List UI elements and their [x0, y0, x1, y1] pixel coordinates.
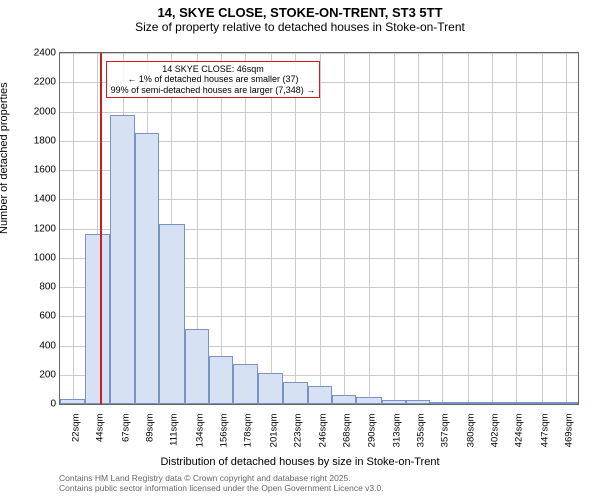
- plot-area: 14 SKYE CLOSE: 46sqm ← 1% of detached ho…: [59, 52, 579, 405]
- marker-callout: 14 SKYE CLOSE: 46sqm ← 1% of detached ho…: [106, 61, 321, 98]
- histogram-bar: [356, 397, 381, 404]
- property-marker-line: [100, 53, 102, 404]
- xtick-label: 469sqm: [563, 414, 574, 460]
- gridline-v: [295, 53, 296, 404]
- gridline-v: [394, 53, 395, 404]
- xtick-label: 22sqm: [71, 414, 82, 460]
- xtick-label: 268sqm: [342, 414, 353, 460]
- gridline-v: [73, 53, 74, 404]
- histogram-bar: [159, 224, 184, 404]
- histogram-bar: [110, 115, 135, 404]
- ytick-label: 2000: [16, 106, 56, 117]
- xtick-label: 246sqm: [318, 414, 329, 460]
- ytick-label: 200: [16, 369, 56, 380]
- gridline-h: [60, 53, 578, 54]
- gridline-v: [418, 53, 419, 404]
- histogram-bar: [480, 402, 504, 404]
- ytick-label: 2400: [16, 48, 56, 59]
- xtick-label: 89sqm: [145, 414, 156, 460]
- histogram-bar: [332, 395, 356, 404]
- histogram-bar: [530, 402, 554, 404]
- histogram-bar: [85, 234, 109, 404]
- histogram-bar: [135, 133, 159, 404]
- gridline-v: [492, 53, 493, 404]
- histogram-bar: [430, 402, 455, 404]
- ytick-label: 1800: [16, 135, 56, 146]
- histogram-bar: [554, 402, 578, 404]
- xtick-label: 178sqm: [243, 414, 254, 460]
- callout-line1: 14 SKYE CLOSE: 46sqm: [111, 64, 316, 74]
- callout-line3: 99% of semi-detached houses are larger (…: [111, 85, 316, 95]
- histogram-bar: [209, 356, 233, 404]
- ytick-label: 1200: [16, 223, 56, 234]
- callout-line2: ← 1% of detached houses are smaller (37): [111, 74, 316, 84]
- gridline-v: [221, 53, 222, 404]
- xtick-label: 156sqm: [218, 414, 229, 460]
- chart-title: 14, SKYE CLOSE, STOKE-ON-TRENT, ST3 5TT …: [0, 0, 600, 35]
- ytick-label: 600: [16, 311, 56, 322]
- ytick-label: 0: [16, 399, 56, 410]
- xtick-label: 67sqm: [120, 414, 131, 460]
- gridline-v: [344, 53, 345, 404]
- gridline-v: [542, 53, 543, 404]
- xtick-label: 290sqm: [366, 414, 377, 460]
- credit-line2: Contains public sector information licen…: [59, 484, 384, 494]
- histogram-bar: [185, 329, 209, 404]
- gridline-h: [60, 112, 578, 113]
- histogram-bar: [233, 364, 258, 404]
- gridline-v: [468, 53, 469, 404]
- ytick-label: 800: [16, 282, 56, 293]
- gridline-v: [271, 53, 272, 404]
- xtick-label: 111sqm: [169, 414, 180, 460]
- ytick-label: 400: [16, 340, 56, 351]
- xtick-label: 424sqm: [514, 414, 525, 460]
- xtick-label: 402sqm: [490, 414, 501, 460]
- y-axis-label: Number of detached properties: [0, 82, 10, 234]
- histogram-bar: [406, 400, 430, 404]
- histogram-bar: [60, 399, 85, 404]
- gridline-v: [442, 53, 443, 404]
- xtick-label: 44sqm: [95, 414, 106, 460]
- gridline-v: [566, 53, 567, 404]
- gridline-v: [369, 53, 370, 404]
- xtick-label: 447sqm: [539, 414, 550, 460]
- ytick-label: 1000: [16, 252, 56, 263]
- ytick-label: 1400: [16, 194, 56, 205]
- gridline-v: [516, 53, 517, 404]
- xtick-label: 380sqm: [465, 414, 476, 460]
- xtick-label: 223sqm: [292, 414, 303, 460]
- ytick-label: 2200: [16, 77, 56, 88]
- gridline-v: [245, 53, 246, 404]
- title-line1: 14, SKYE CLOSE, STOKE-ON-TRENT, ST3 5TT: [0, 6, 600, 21]
- title-line2: Size of property relative to detached ho…: [0, 21, 600, 35]
- histogram-bar: [308, 386, 332, 404]
- xtick-label: 357sqm: [440, 414, 451, 460]
- histogram-bar: [283, 382, 308, 404]
- ytick-label: 1600: [16, 165, 56, 176]
- xtick-label: 313sqm: [391, 414, 402, 460]
- xtick-label: 335sqm: [416, 414, 427, 460]
- xtick-label: 134sqm: [194, 414, 205, 460]
- histogram-bar: [504, 402, 529, 404]
- histogram-bar: [456, 402, 480, 404]
- xtick-label: 201sqm: [268, 414, 279, 460]
- gridline-v: [320, 53, 321, 404]
- histogram-bar: [258, 373, 282, 404]
- histogram-bar: [382, 400, 406, 404]
